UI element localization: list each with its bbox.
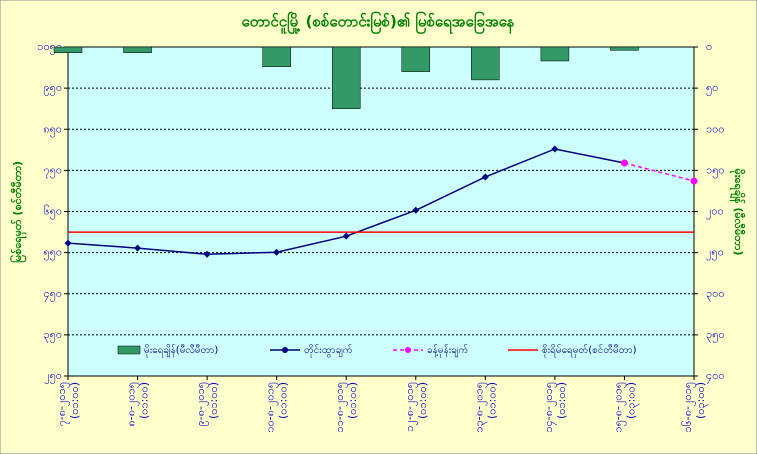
x-tick-label: ၁၅-၈-၂၀၁၅ xyxy=(611,382,626,433)
point xyxy=(551,145,559,153)
y2-tick-label: ၃၀၀ xyxy=(706,287,725,302)
y-tick-label: ၅၅၀ xyxy=(43,246,62,261)
legend-marker xyxy=(282,347,288,353)
y2-tick-label: ၂၀၀ xyxy=(706,205,724,220)
x-tick-time: (၀၁:၀၀) xyxy=(138,382,151,419)
bar xyxy=(401,46,431,72)
y2-tick-label: ၂၅၀ xyxy=(706,246,724,261)
bar xyxy=(331,46,361,109)
y-tick-label: ၃၅၀ xyxy=(43,328,62,343)
legend-label: တိုင်းထွာချက် xyxy=(304,343,353,358)
x-tick-label: ၁၆-၈-၂၀၁၅ xyxy=(681,382,696,433)
x-tick-label: ၁၄-၈-၂၀၁၅ xyxy=(542,382,557,433)
y-tick-label: ၇၅၀ xyxy=(43,163,62,178)
x-tick-time: (၀၁:၀၀) xyxy=(416,382,429,419)
legend-swatch xyxy=(117,345,141,355)
bar xyxy=(610,46,639,51)
x-tick-label: ၈-၈-၂၀၁၅ xyxy=(125,382,140,426)
bar xyxy=(123,46,152,54)
x-tick-label: ၇-၈-၂၀၁၅ xyxy=(55,382,70,426)
legend-label: ခန့်မှန်းချက် xyxy=(427,343,468,358)
bar xyxy=(53,46,83,54)
point xyxy=(481,173,489,181)
bar xyxy=(262,46,291,67)
point xyxy=(342,232,350,240)
y2-tick-label: ၀ xyxy=(706,40,712,53)
point xyxy=(273,248,281,256)
y2-tick-label: ၅၀ xyxy=(706,81,718,96)
y2-tick-label: ၁၀၀ xyxy=(706,122,725,135)
x-tick-label: ၁၀-၈-၂၀၁၅ xyxy=(264,382,279,433)
x-tick-time: (၀၁:၀၀) xyxy=(485,382,498,419)
x-tick-time: (၀၁:၀၀) xyxy=(68,382,81,419)
point xyxy=(690,177,698,185)
x-tick-time: (၀၁:၀၀) xyxy=(207,382,220,419)
legend-label: စိုးရိမ်ရေမှတ်(စင်တီမီတာ) xyxy=(542,343,637,358)
point xyxy=(203,250,211,258)
y-tick-label: ၄၅၀ xyxy=(43,287,62,302)
y-tick-label: ၉၅၀ xyxy=(43,81,62,96)
x-tick-time: (၀၁:၀၀) xyxy=(277,382,290,419)
point xyxy=(620,159,628,167)
line xyxy=(624,162,695,182)
y2-tick-label: ၃၅၀ xyxy=(706,328,725,343)
point xyxy=(134,244,142,252)
x-tick-label: ၁၂-၈-၂၀၁၅ xyxy=(403,382,418,432)
y-tick-label: ၈၅၀ xyxy=(43,122,62,137)
x-tick-time: (၀၁:၀၀) xyxy=(555,382,568,419)
x-tick-label: ၁၁-၈-၂၀၁၅ xyxy=(333,382,348,433)
y2-axis-title: မိုးရေချိန် (မီလီမီတာ) xyxy=(729,169,746,256)
x-tick-label: ၉-၈-၂၀၁၅ xyxy=(194,382,209,426)
point xyxy=(64,239,72,247)
y2-tick-label: ၁၅၀ xyxy=(706,163,725,178)
y-axis-title: မြစ်ရေမှတ် (စင်တီမီတာ) xyxy=(9,161,27,263)
x-tick-time: (၀၁:၀၀) xyxy=(346,382,359,419)
x-tick-label: ၁၃-၈-၂၀၁၅ xyxy=(472,382,487,433)
y2-tick-label: ၄၀၀ xyxy=(706,369,725,384)
x-tick-time: (၀၃:၀၀) xyxy=(694,382,709,419)
legend-marker xyxy=(405,347,411,353)
y-tick-label: ၂၅၀ xyxy=(44,369,62,384)
bar xyxy=(540,46,570,62)
point xyxy=(412,206,420,214)
bar xyxy=(471,46,500,81)
x-tick-time: (၀၃:၀၀) xyxy=(624,382,639,419)
y-tick-label: ၆၅၀ xyxy=(43,205,62,220)
legend-label: မိုးရေချိန်(မီလီမီတာ) xyxy=(144,343,218,358)
